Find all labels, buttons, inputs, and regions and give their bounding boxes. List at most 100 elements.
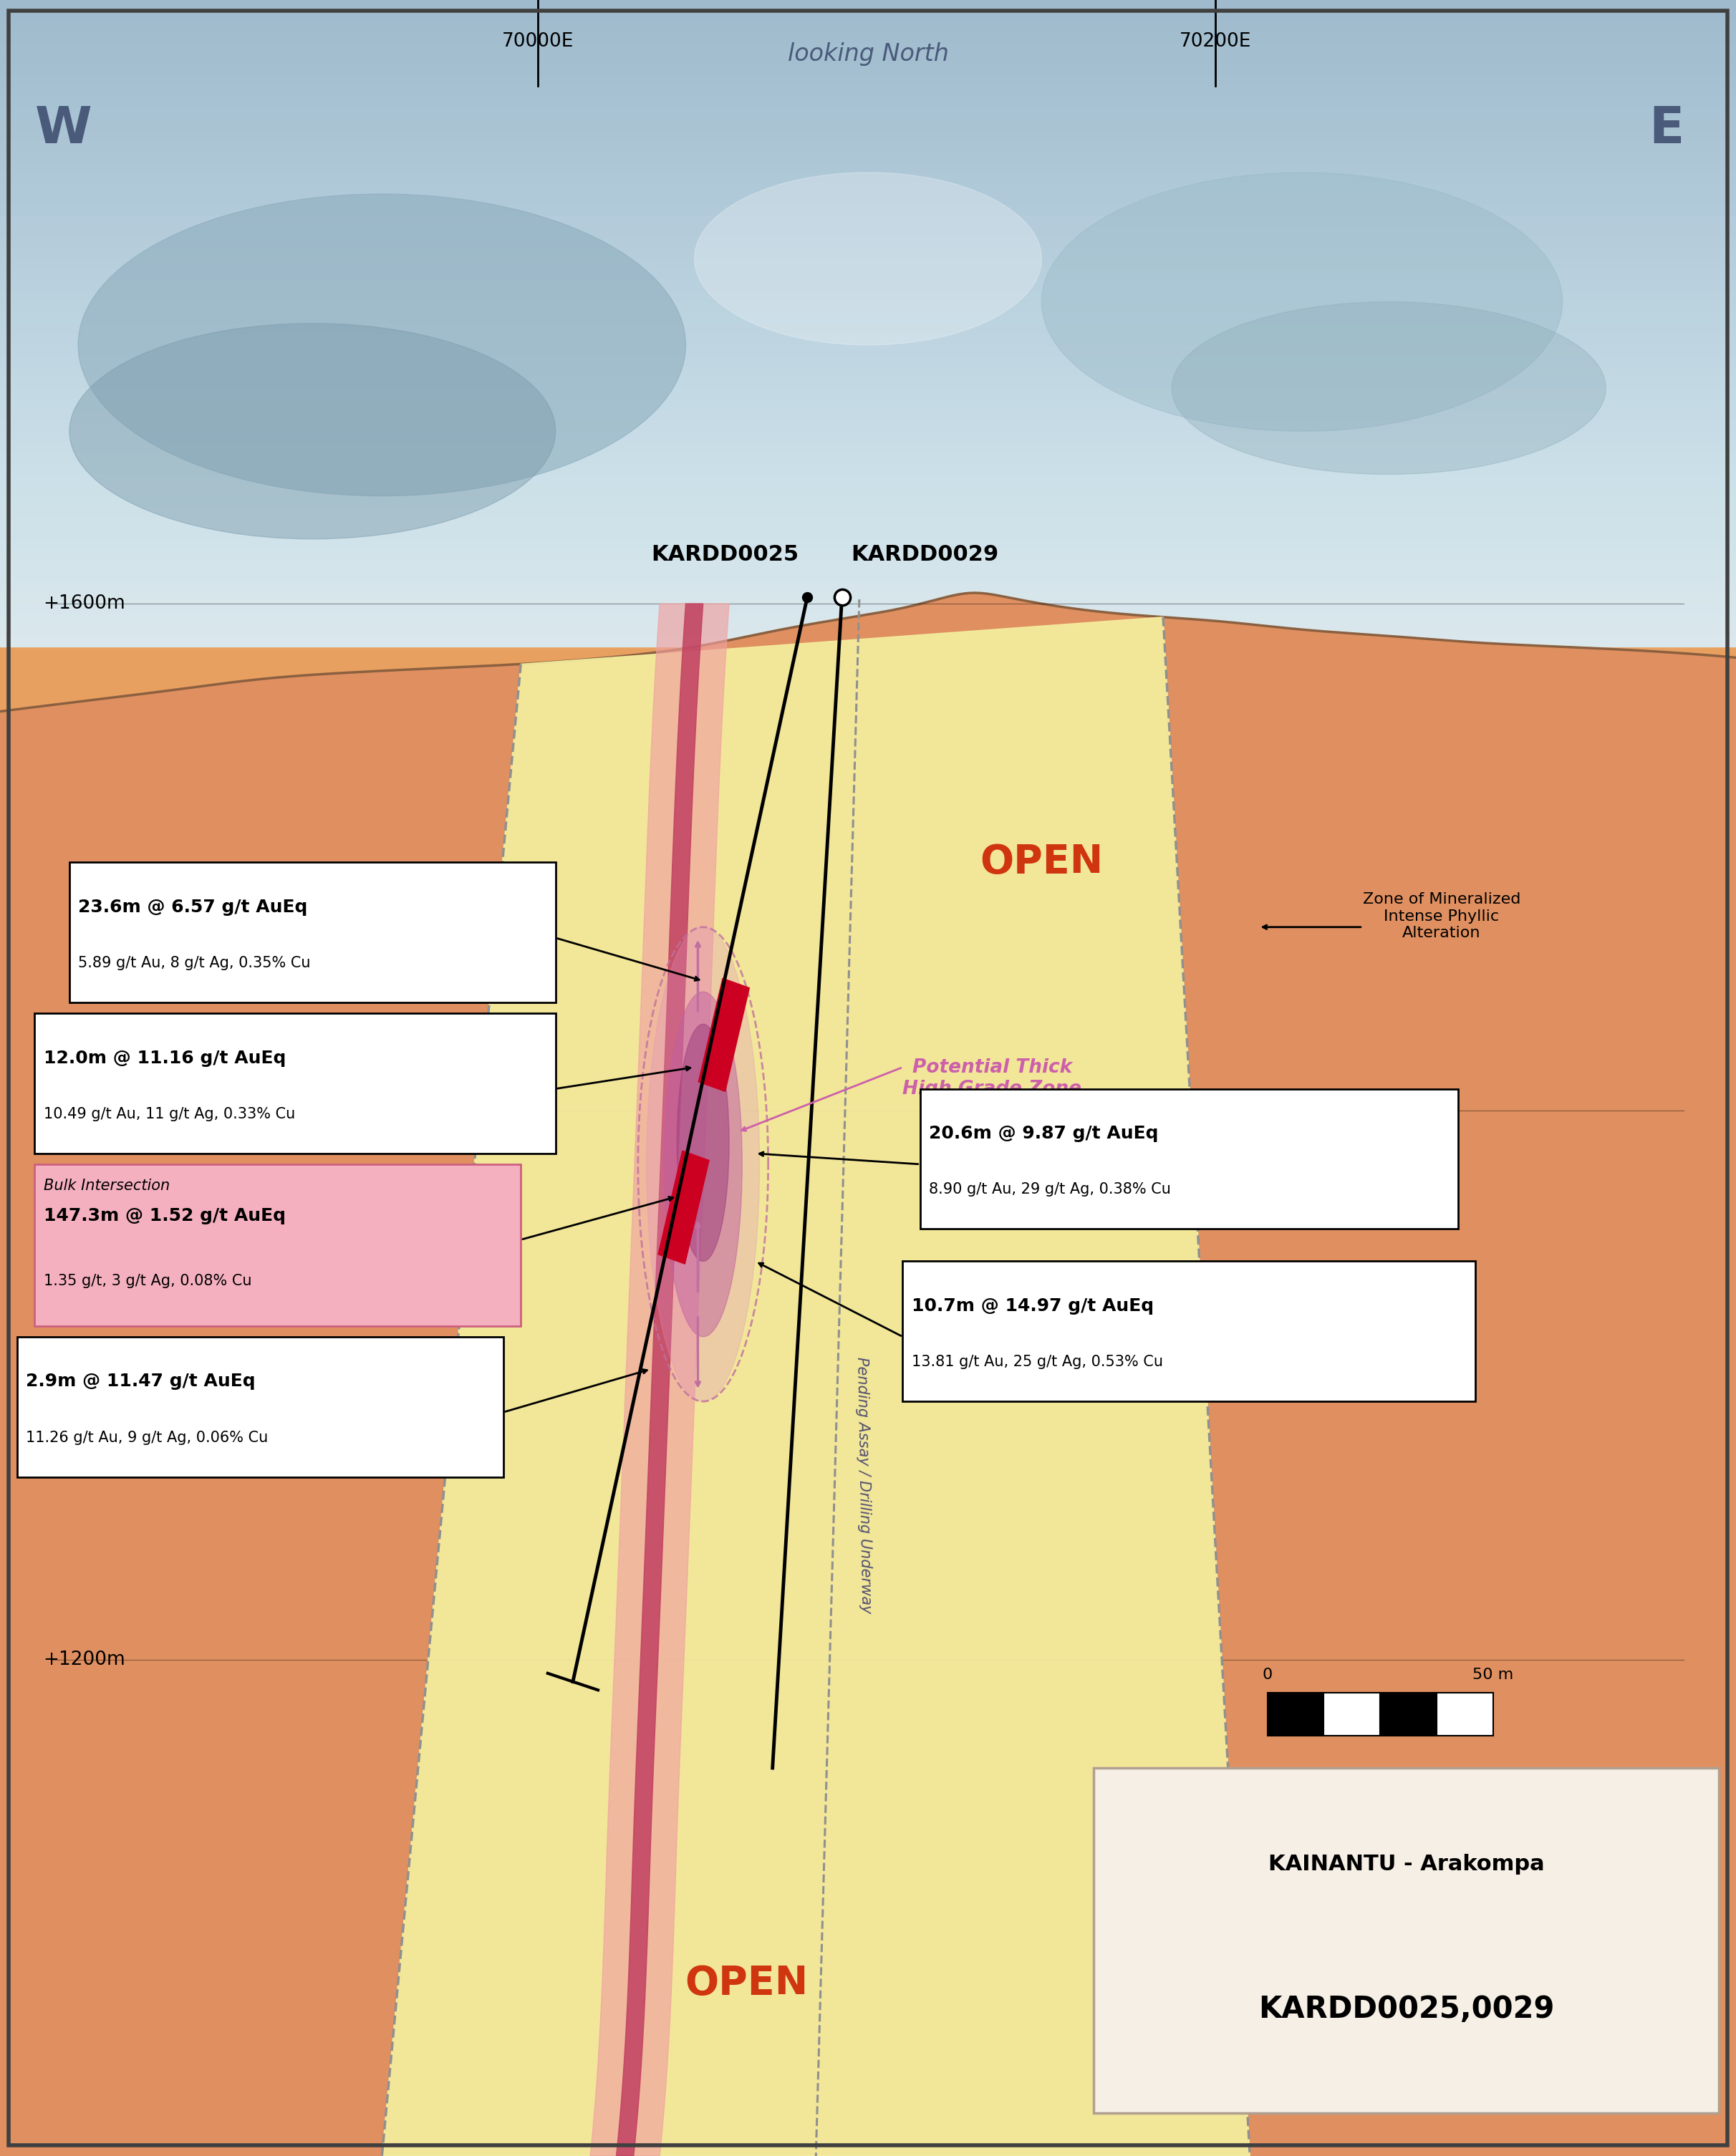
Text: 10.49 g/t Au, 11 g/t Ag, 0.33% Cu: 10.49 g/t Au, 11 g/t Ag, 0.33% Cu [43, 1106, 295, 1121]
Bar [0, 86, 1736, 97]
Bar [0, 539, 1736, 550]
Ellipse shape [1042, 172, 1562, 431]
Bar [17, 1337, 503, 1477]
Text: +1400m: +1400m [43, 1102, 125, 1119]
Bar [0, 119, 1736, 129]
Bar [0, 226, 1736, 237]
Bar [0, 453, 1736, 464]
Text: 10.7m @ 14.97 g/t AuEq: 10.7m @ 14.97 g/t AuEq [911, 1298, 1153, 1315]
Polygon shape [698, 979, 750, 1091]
Text: 23.6m @ 6.57 g/t AuEq: 23.6m @ 6.57 g/t AuEq [78, 899, 307, 916]
Bar [0, 604, 1736, 614]
Text: Zone of Mineralized
Intense Phyllic
Alteration: Zone of Mineralized Intense Phyllic Alte… [1363, 893, 1521, 940]
Bar [0, 108, 1736, 119]
Bar [0, 248, 1736, 259]
Text: Potential Thick
High Grade Zone: Potential Thick High Grade Zone [903, 1059, 1082, 1097]
Ellipse shape [694, 172, 1042, 345]
Bar [0, 528, 1736, 539]
Text: 147.3m @ 1.52 g/t AuEq: 147.3m @ 1.52 g/t AuEq [43, 1207, 285, 1225]
Text: 5.89 g/t Au, 8 g/t Ag, 0.35% Cu: 5.89 g/t Au, 8 g/t Ag, 0.35% Cu [78, 955, 311, 970]
Text: 50 m: 50 m [1472, 1667, 1514, 1682]
Bar [0, 129, 1736, 140]
Text: +1600m: +1600m [43, 595, 125, 612]
Bar [0, 356, 1736, 367]
Bar [0, 561, 1736, 571]
Polygon shape [590, 604, 729, 2156]
Text: KARDD0029: KARDD0029 [851, 543, 998, 565]
Text: OPEN: OPEN [979, 843, 1104, 882]
Text: 12.0m @ 11.16 g/t AuEq: 12.0m @ 11.16 g/t AuEq [43, 1050, 286, 1067]
Bar [1380, 1692, 1437, 1736]
Text: looking North: looking North [788, 43, 948, 65]
Text: W: W [35, 106, 92, 153]
Text: Pending Assay / Drilling Underway: Pending Assay / Drilling Underway [854, 1356, 873, 1615]
Bar [0, 43, 1736, 54]
Bar [0, 636, 1736, 647]
Bar [0, 162, 1736, 172]
Bar [35, 1164, 521, 1326]
Bar [0, 32, 1736, 43]
Bar [0, 280, 1736, 291]
Bar [0, 291, 1736, 302]
Text: 20.6m @ 9.87 g/t AuEq: 20.6m @ 9.87 g/t AuEq [929, 1125, 1158, 1143]
Bar [903, 1261, 1476, 1401]
Text: 0: 0 [1262, 1667, 1272, 1682]
Ellipse shape [69, 323, 556, 539]
Bar [0, 323, 1736, 334]
Bar [0, 625, 1736, 636]
Bar [0, 399, 1736, 410]
Bar [0, 593, 1736, 604]
Bar [0, 313, 1736, 323]
Bar [1437, 1692, 1493, 1736]
Text: 8.90 g/t Au, 29 g/t Ag, 0.38% Cu: 8.90 g/t Au, 29 g/t Ag, 0.38% Cu [929, 1181, 1170, 1197]
Bar [0, 97, 1736, 108]
Bar [0, 172, 1736, 183]
Ellipse shape [1172, 302, 1606, 474]
Polygon shape [382, 617, 1250, 2156]
Bar [0, 11, 1736, 22]
Bar [1325, 1692, 1380, 1736]
Bar [0, 377, 1736, 388]
Bar [0, 270, 1736, 280]
Ellipse shape [648, 927, 760, 1401]
Text: 70200E: 70200E [1179, 32, 1252, 52]
Bar [0, 302, 1736, 313]
Ellipse shape [677, 1024, 729, 1261]
Text: 1.35 g/t, 3 g/t Ag, 0.08% Cu: 1.35 g/t, 3 g/t Ag, 0.08% Cu [43, 1274, 252, 1287]
Bar [0, 22, 1736, 32]
Bar [0, 571, 1736, 582]
Text: 2.9m @ 11.47 g/t AuEq: 2.9m @ 11.47 g/t AuEq [26, 1373, 255, 1391]
Text: +1200m: +1200m [43, 1651, 125, 1669]
Text: KARDD0025: KARDD0025 [651, 543, 799, 565]
Bar [0, 151, 1736, 162]
Bar [0, 517, 1736, 528]
Text: 13.81 g/t Au, 25 g/t Ag, 0.53% Cu: 13.81 g/t Au, 25 g/t Ag, 0.53% Cu [911, 1354, 1163, 1369]
Text: OPEN: OPEN [979, 1339, 1104, 1378]
Text: KAINANTU - Arakompa: KAINANTU - Arakompa [1267, 1854, 1545, 1876]
Bar [0, 464, 1736, 474]
Bar [0, 474, 1736, 485]
Bar [0, 614, 1736, 625]
Bar [0, 345, 1736, 356]
Bar [69, 862, 556, 1003]
Text: E: E [1649, 106, 1684, 153]
Ellipse shape [78, 194, 686, 496]
Bar [0, 420, 1736, 431]
Bar [35, 1013, 556, 1153]
Bar [0, 65, 1736, 75]
Text: 11.26 g/t Au, 9 g/t Ag, 0.06% Cu: 11.26 g/t Au, 9 g/t Ag, 0.06% Cu [26, 1429, 269, 1445]
Bar [0, 431, 1736, 442]
Text: KARDD0025,0029: KARDD0025,0029 [1259, 1994, 1554, 2024]
Text: OPEN: OPEN [684, 1964, 809, 2003]
Polygon shape [616, 604, 703, 2156]
Text: 70000E: 70000E [502, 32, 575, 52]
Bar [0, 496, 1736, 507]
Bar [0, 485, 1736, 496]
Bar [0, 75, 1736, 86]
Bar [0, 507, 1736, 517]
Bar [0, 582, 1736, 593]
Bar [0, 334, 1736, 345]
Bar [0, 0, 1736, 11]
Bar [0, 367, 1736, 377]
Bar [0, 194, 1736, 205]
